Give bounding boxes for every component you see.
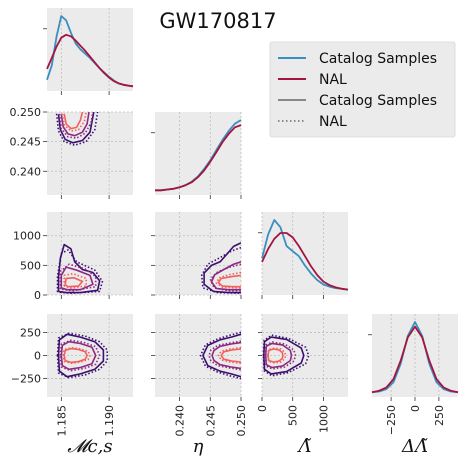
legend-label-0: Catalog Samples (319, 51, 437, 67)
contour-level-4-nal (264, 341, 297, 370)
contour-level-3-nal (199, 331, 241, 380)
y-tick-label: 500 (20, 259, 41, 272)
contour-level-4-nal (58, 112, 94, 139)
contour-level-2-catalog (220, 348, 241, 363)
contour-level-0-catalog (263, 336, 305, 375)
contour-level-1-catalog (60, 340, 97, 371)
chart-title: GW170817 (159, 9, 276, 33)
marginal-panel-1 (151, 112, 242, 199)
marginal-curve-catalog (371, 321, 459, 394)
contour-panel-2-3: 0 500 1000 (256, 314, 348, 433)
contour-level-5-nal (215, 271, 241, 289)
y-tick-label: 0 (34, 350, 41, 363)
axis-label-2: Λ̃ (297, 436, 312, 457)
contour-level-2-catalog (217, 274, 241, 288)
contour-group (262, 334, 310, 377)
contour-level-0-catalog (57, 243, 101, 294)
panel-background (155, 112, 241, 195)
x-tick-label: 0 (409, 405, 422, 412)
legend-box (269, 41, 456, 138)
marginal-curve-catalog (261, 219, 349, 291)
x-tick-label: 0.245 (204, 405, 217, 437)
contour-level-2-catalog (63, 112, 84, 130)
contour-level-5-nal (217, 346, 241, 365)
contour-panel-1-3: 0.240 0.245 0.250 (151, 314, 248, 437)
contour-panel-1-2 (151, 212, 242, 299)
marginal-curve-nal (371, 325, 459, 394)
marginal-panel-0 (43, 8, 134, 95)
x-tick-label: 1.185 (55, 405, 68, 437)
marginal-panel-3: −250 0 250 (368, 314, 459, 435)
contour-group (56, 332, 108, 379)
panel-background (262, 212, 348, 295)
panel-background (262, 314, 348, 397)
contour-level-0-catalog (57, 112, 95, 144)
contour-level-1-catalog (60, 266, 94, 291)
axis-label-0: 𝓜c,s (67, 436, 112, 457)
contour-level-1-catalog (264, 342, 293, 369)
axis-label-3: ΔΛ̃ (401, 436, 428, 457)
x-tick-label: 0 (256, 405, 269, 412)
contour-level-0-catalog (202, 333, 241, 378)
y-tick-label: 0.245 (10, 136, 42, 149)
contour-panel-0-3: 1.185 1.190 −250 0 250 (11, 314, 133, 437)
contour-level-5-nal (62, 346, 91, 365)
legend-label-2: Catalog Samples (319, 93, 437, 109)
contour-group (200, 242, 241, 294)
contour-level-3-nal (56, 332, 108, 379)
contour-level-3-nal (55, 112, 99, 146)
x-tick-label: 0.240 (174, 405, 187, 437)
y-tick-label: 0 (34, 289, 41, 302)
contour-level-4-nal (59, 263, 97, 292)
contour-group (55, 112, 99, 146)
contour-level-1-catalog (60, 112, 90, 137)
panels: −250 0 250 0.240 0.245 0.250 0 500 1000 1.185 1.19… (10, 8, 459, 457)
contour-group (56, 243, 104, 294)
y-tick-label: 250 (20, 326, 41, 339)
contour-level-2-catalog (267, 348, 284, 363)
legend-label-1: NAL (319, 72, 347, 88)
contour-panel-0-1: 0.240 0.245 0.250 (10, 106, 133, 199)
x-tick-label: −250 (385, 405, 398, 435)
x-tick-label: 500 (287, 405, 300, 426)
contour-group (199, 331, 241, 380)
x-tick-label: 1000 (317, 405, 330, 433)
marginal-panel-2 (258, 212, 349, 299)
contour-level-3-nal (56, 249, 104, 294)
y-tick-label: 1000 (13, 230, 41, 243)
marginal-curve-nal (46, 33, 134, 88)
contour-level-3-nal (262, 334, 310, 377)
x-tick-label: 0.250 (235, 405, 248, 437)
contour-level-5-nal (61, 112, 87, 132)
contour-level-4-nal (59, 339, 101, 372)
contour-level-4-nal (209, 263, 241, 292)
marginal-curve-nal (261, 232, 349, 291)
contour-level-1-catalog (211, 341, 241, 370)
marginal-curve-nal (155, 124, 242, 192)
panel-background (155, 314, 241, 397)
x-tick-label: 1.190 (103, 405, 116, 437)
panel-background (47, 212, 133, 295)
legend-label-3: NAL (319, 114, 347, 130)
legend: Catalog Samples NAL Catalog Samples NAL (269, 41, 456, 138)
contour-level-1-catalog (210, 261, 241, 291)
contour-panel-0-2: 0 500 1000 (13, 212, 133, 302)
y-tick-label: 0.240 (10, 165, 42, 178)
axis-label-1: η (193, 436, 204, 457)
x-tick-label: 250 (433, 405, 446, 426)
y-tick-label: −250 (11, 373, 41, 386)
contour-level-4-nal (208, 340, 241, 371)
contour-level-2-catalog (63, 347, 88, 364)
contour-level-5-nal (63, 272, 87, 289)
y-tick-label: 0.250 (10, 106, 42, 119)
